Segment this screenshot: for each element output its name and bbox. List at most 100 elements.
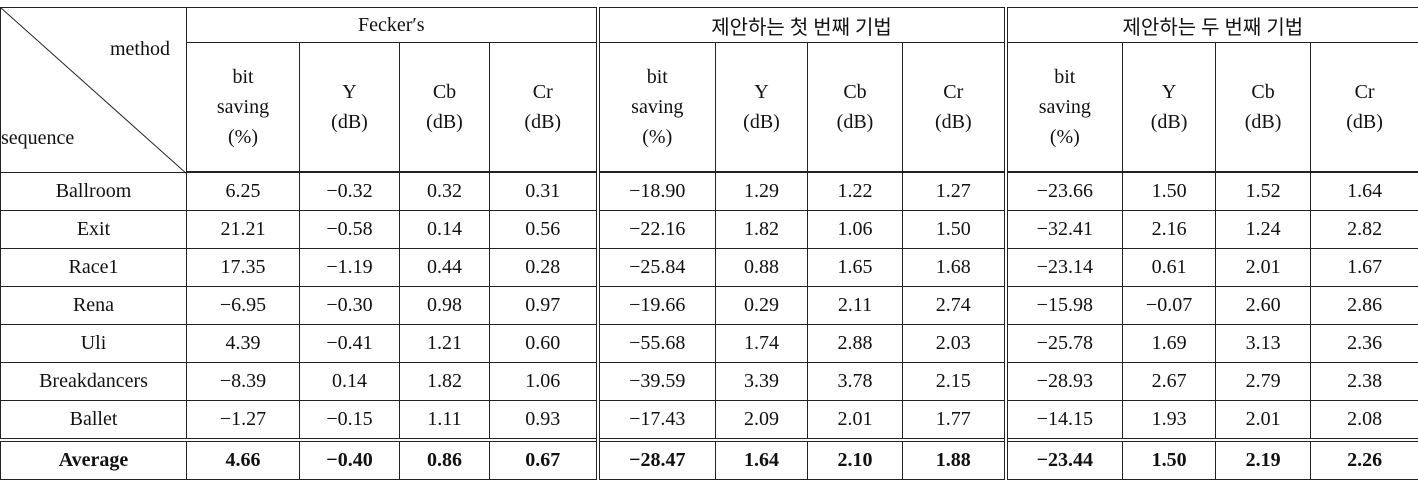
value-cell: −23.14	[1003, 248, 1124, 287]
column-header-line: (dB)	[836, 111, 874, 133]
column-header: Cb (dB)	[807, 42, 904, 173]
value-cell: 0.56	[488, 210, 599, 249]
value-cell: 0.86	[399, 438, 490, 480]
results-table: method sequence Fecker′s 제안하는 첫 번째 기법 제안하는…	[0, 7, 1418, 480]
value-cell: 0.88	[715, 248, 809, 287]
column-header-line: Cr	[1354, 81, 1375, 103]
value-cell: 2.11	[807, 286, 904, 325]
value-cell: 1.22	[807, 171, 904, 211]
value-cell: 1.06	[807, 210, 904, 249]
column-header: Y (dB)	[299, 42, 400, 173]
sequence-cell: Ballroom	[0, 171, 187, 211]
value-cell: 2.38	[1310, 362, 1418, 401]
value-cell: −55.68	[595, 324, 717, 363]
value-cell: −8.39	[186, 362, 300, 401]
value-cell: −28.47	[595, 438, 717, 480]
column-header-line: Cr	[943, 81, 964, 103]
value-cell: 1.77	[902, 400, 1007, 441]
value-cell: −28.93	[1003, 362, 1124, 401]
value-cell: 2.60	[1215, 286, 1312, 325]
data-row: Ballroom 6.25 −0.32 0.32 0.31 −18.90 1.29 1.22 1…	[0, 171, 1418, 211]
group-header: 제안하는 두 번째 기법	[1003, 7, 1418, 43]
corner-bottom: sequence	[1, 126, 75, 149]
column-header: Cb (dB)	[399, 42, 490, 173]
value-cell: 2.79	[1215, 362, 1312, 401]
column-header-line: bit	[1054, 66, 1076, 88]
value-cell: −23.66	[1003, 171, 1124, 211]
data-row: Rena −6.95 −0.30 0.98 0.97 −19.66 0.29 2.11 2.74…	[0, 286, 1418, 325]
column-header-line: saving	[631, 96, 684, 118]
value-cell: −39.59	[595, 362, 717, 401]
value-cell: 1.29	[715, 171, 809, 211]
value-cell: −25.78	[1003, 324, 1124, 363]
value-cell: 21.21	[186, 210, 300, 249]
group-header: 제안하는 첫 번째 기법	[595, 7, 1007, 43]
value-cell: 2.16	[1122, 210, 1217, 249]
value-cell: 2.01	[1215, 248, 1312, 287]
column-header-line: (dB)	[1150, 111, 1188, 133]
value-cell: −23.44	[1003, 438, 1124, 480]
column-header-line: (%)	[1049, 126, 1080, 148]
value-cell: 0.29	[715, 286, 809, 325]
value-cell: −0.07	[1122, 286, 1217, 325]
sequence-cell: Ballet	[0, 400, 187, 441]
value-cell: −0.41	[299, 324, 400, 363]
value-cell: −15.98	[1003, 286, 1124, 325]
column-header: Cb (dB)	[1215, 42, 1312, 173]
data-row: Uli 4.39 −0.41 1.21 0.60 −55.68 1.74 2.88 2.03 −2…	[0, 324, 1418, 363]
column-header-line: (dB)	[1244, 111, 1282, 133]
data-row: Ballet −1.27 −0.15 1.11 0.93 −17.43 2.09 2.01 1.…	[0, 400, 1418, 441]
column-header-line: Cb	[432, 81, 457, 103]
value-cell: −0.15	[299, 400, 400, 441]
corner-cell: method sequence	[0, 7, 187, 174]
value-cell: 0.31	[488, 171, 599, 211]
value-cell: 1.68	[902, 248, 1007, 287]
value-cell: 2.01	[1215, 400, 1312, 441]
column-header: Cr (dB)	[1310, 42, 1418, 173]
group-header: Fecker′s	[185, 7, 599, 43]
value-cell: 0.61	[1122, 248, 1217, 287]
column-header-line: (dB)	[743, 111, 780, 133]
value-cell: 0.67	[488, 438, 599, 480]
value-cell: 0.97	[488, 286, 599, 325]
data-row: Average 4.66 −0.40 0.86 0.67 −28.47 1.64 2.10 1.…	[0, 438, 1418, 480]
value-cell: 0.60	[488, 324, 599, 363]
value-cell: 6.25	[186, 171, 300, 211]
column-header-line: (dB)	[331, 111, 368, 133]
value-cell: 1.11	[399, 400, 490, 441]
value-cell: −22.16	[595, 210, 717, 249]
value-cell: 2.15	[902, 362, 1007, 401]
value-cell: −0.32	[299, 171, 400, 211]
column-header-line: (dB)	[524, 111, 562, 133]
column-header-line: bit	[232, 66, 254, 88]
column-header: Y (dB)	[1122, 42, 1217, 173]
value-cell: 1.21	[399, 324, 490, 363]
value-cell: 0.14	[299, 362, 400, 401]
value-cell: −18.90	[595, 171, 717, 211]
value-cell: 1.24	[1215, 210, 1312, 249]
value-cell: 1.69	[1122, 324, 1217, 363]
value-cell: 2.86	[1310, 286, 1418, 325]
value-cell: 1.64	[1310, 171, 1418, 211]
value-cell: −32.41	[1003, 210, 1124, 249]
value-cell: 0.98	[399, 286, 490, 325]
value-cell: 1.82	[399, 362, 490, 401]
value-cell: −19.66	[595, 286, 717, 325]
value-cell: 2.19	[1215, 438, 1312, 480]
column-header: Cr (dB)	[902, 42, 1007, 173]
sequence-cell: Rena	[0, 286, 187, 325]
value-cell: 2.67	[1122, 362, 1217, 401]
value-cell: 0.32	[399, 171, 490, 211]
sequence-cell: Average	[0, 438, 187, 480]
value-cell: 0.44	[399, 248, 490, 287]
sequence-cell: Exit	[0, 210, 187, 249]
value-cell: −6.95	[186, 286, 300, 325]
column-header-row: bit saving (%) Y (dB) Cb (dB) Cr (dB) bit saving (%…	[1, 42, 1418, 173]
table-head: method sequence Fecker′s 제안하는 첫 번째 기법 제안하는…	[0, 7, 1418, 174]
column-header: bit saving (%)	[186, 42, 300, 173]
column-header-line: Cb	[843, 81, 867, 103]
value-cell: 2.03	[902, 324, 1007, 363]
group-header-row: method sequence Fecker′s 제안하는 첫 번째 기법 제안하는…	[0, 7, 1418, 174]
value-cell: 0.14	[399, 210, 490, 249]
